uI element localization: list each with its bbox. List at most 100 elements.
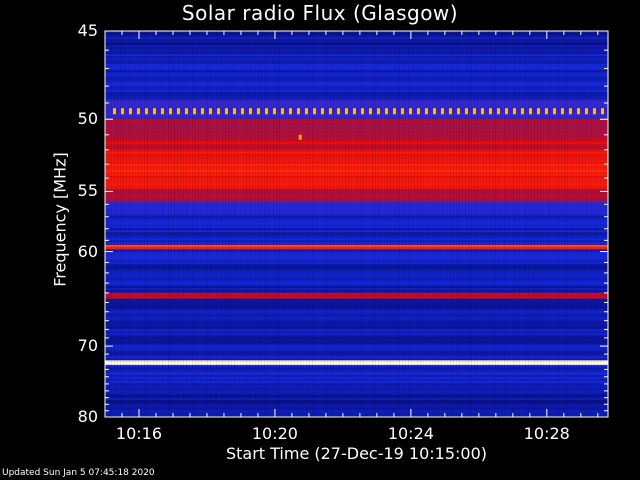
heatmap-texture xyxy=(258,31,259,417)
heatmap-texture xyxy=(435,31,436,417)
burst-mark xyxy=(121,108,124,115)
heatmap-row xyxy=(105,352,608,355)
heatmap-texture xyxy=(111,31,112,417)
heatmap-row xyxy=(105,175,608,179)
x-tick-label: 10:24 xyxy=(387,424,434,443)
heatmap-texture xyxy=(561,31,562,417)
heatmap-texture xyxy=(468,31,469,417)
heatmap-row xyxy=(105,89,608,93)
burst-mark xyxy=(201,108,204,115)
heatmap-texture xyxy=(567,31,568,417)
heatmap-texture xyxy=(519,31,520,417)
heatmap-row xyxy=(105,101,608,104)
heatmap-texture xyxy=(126,31,127,417)
burst-spot xyxy=(298,134,302,140)
heatmap-texture xyxy=(201,31,202,417)
heatmap-row xyxy=(105,342,608,345)
heatmap-row xyxy=(105,65,608,69)
heatmap-row xyxy=(105,314,608,317)
x-tick-label: 10:20 xyxy=(251,424,298,443)
heatmap-texture xyxy=(171,31,172,417)
heatmap-row xyxy=(105,205,608,209)
heatmap-row xyxy=(105,57,608,61)
burst-mark xyxy=(481,108,484,115)
heatmap-texture xyxy=(378,31,379,417)
heatmap-texture xyxy=(198,31,199,417)
heatmap-row xyxy=(105,51,608,54)
heatmap-row xyxy=(105,111,608,114)
heatmap-row xyxy=(105,274,608,277)
heatmap-texture xyxy=(261,31,262,417)
heatmap-row xyxy=(105,376,608,380)
heatmap-row xyxy=(105,43,608,46)
burst-mark xyxy=(249,108,252,115)
heatmap-texture xyxy=(225,31,226,417)
heatmap-texture xyxy=(462,31,463,417)
heatmap-texture xyxy=(309,31,310,417)
heatmap-texture xyxy=(579,31,580,417)
burst-mark xyxy=(449,108,452,115)
heatmap-texture xyxy=(357,31,358,417)
heatmap-row xyxy=(105,107,608,110)
heatmap-texture xyxy=(477,31,478,417)
heatmap-row xyxy=(105,83,608,87)
heatmap-row xyxy=(105,382,608,385)
heatmap-row xyxy=(105,93,608,97)
heatmap-texture xyxy=(120,31,121,417)
burst-mark xyxy=(545,108,548,115)
heatmap-texture xyxy=(402,31,403,417)
heatmap-row xyxy=(105,33,608,36)
burst-mark xyxy=(177,108,180,115)
y-tick-label: 60 xyxy=(77,241,98,261)
heatmap-row xyxy=(105,336,608,339)
heatmap-row xyxy=(105,387,608,391)
heatmap-row xyxy=(105,139,608,143)
heatmap-row xyxy=(105,248,608,250)
heatmap-row xyxy=(105,322,608,325)
heatmap-row xyxy=(105,389,608,393)
heatmap-row xyxy=(105,286,608,289)
heatmap-row xyxy=(105,31,608,34)
heatmap-texture xyxy=(114,31,115,417)
heatmap-texture xyxy=(594,31,595,417)
heatmap-row xyxy=(105,272,608,275)
heatmap-texture xyxy=(348,31,349,417)
burst-mark xyxy=(377,108,380,115)
heatmap-texture xyxy=(576,31,577,417)
heatmap-texture xyxy=(393,31,394,417)
heatmap-row xyxy=(105,362,608,365)
burst-mark xyxy=(409,108,412,115)
heatmap-texture xyxy=(591,31,592,417)
heatmap-texture xyxy=(318,31,319,417)
heatmap-row xyxy=(105,257,608,259)
heatmap-texture xyxy=(525,31,526,417)
spectrogram-heatmap xyxy=(105,31,608,418)
heatmap-row xyxy=(105,220,608,223)
heatmap-texture xyxy=(303,31,304,417)
heatmap-row xyxy=(105,226,608,229)
burst-mark xyxy=(233,108,236,115)
heatmap-texture xyxy=(363,31,364,417)
heatmap-texture xyxy=(555,31,556,417)
heatmap-row xyxy=(105,121,608,124)
heatmap-texture xyxy=(189,31,190,417)
heatmap-texture xyxy=(441,31,442,417)
heatmap-texture xyxy=(471,31,472,417)
heatmap-row xyxy=(105,161,608,165)
y-tick-label: 45 xyxy=(77,21,98,40)
heatmap-texture xyxy=(600,31,601,417)
burst-mark xyxy=(337,108,340,115)
heatmap-row xyxy=(105,79,608,83)
heatmap-row xyxy=(105,278,608,281)
heatmap-row xyxy=(105,47,608,50)
y-tick-label: 55 xyxy=(77,181,98,201)
heatmap-row xyxy=(105,113,608,116)
heatmap-row xyxy=(105,190,608,194)
heatmap-row xyxy=(105,331,608,334)
heatmap-row xyxy=(105,127,608,130)
heatmap-row xyxy=(105,145,608,149)
heatmap-row xyxy=(105,201,608,205)
heatmap-texture xyxy=(246,31,247,417)
burst-mark xyxy=(353,108,356,115)
heatmap-texture xyxy=(156,31,157,417)
